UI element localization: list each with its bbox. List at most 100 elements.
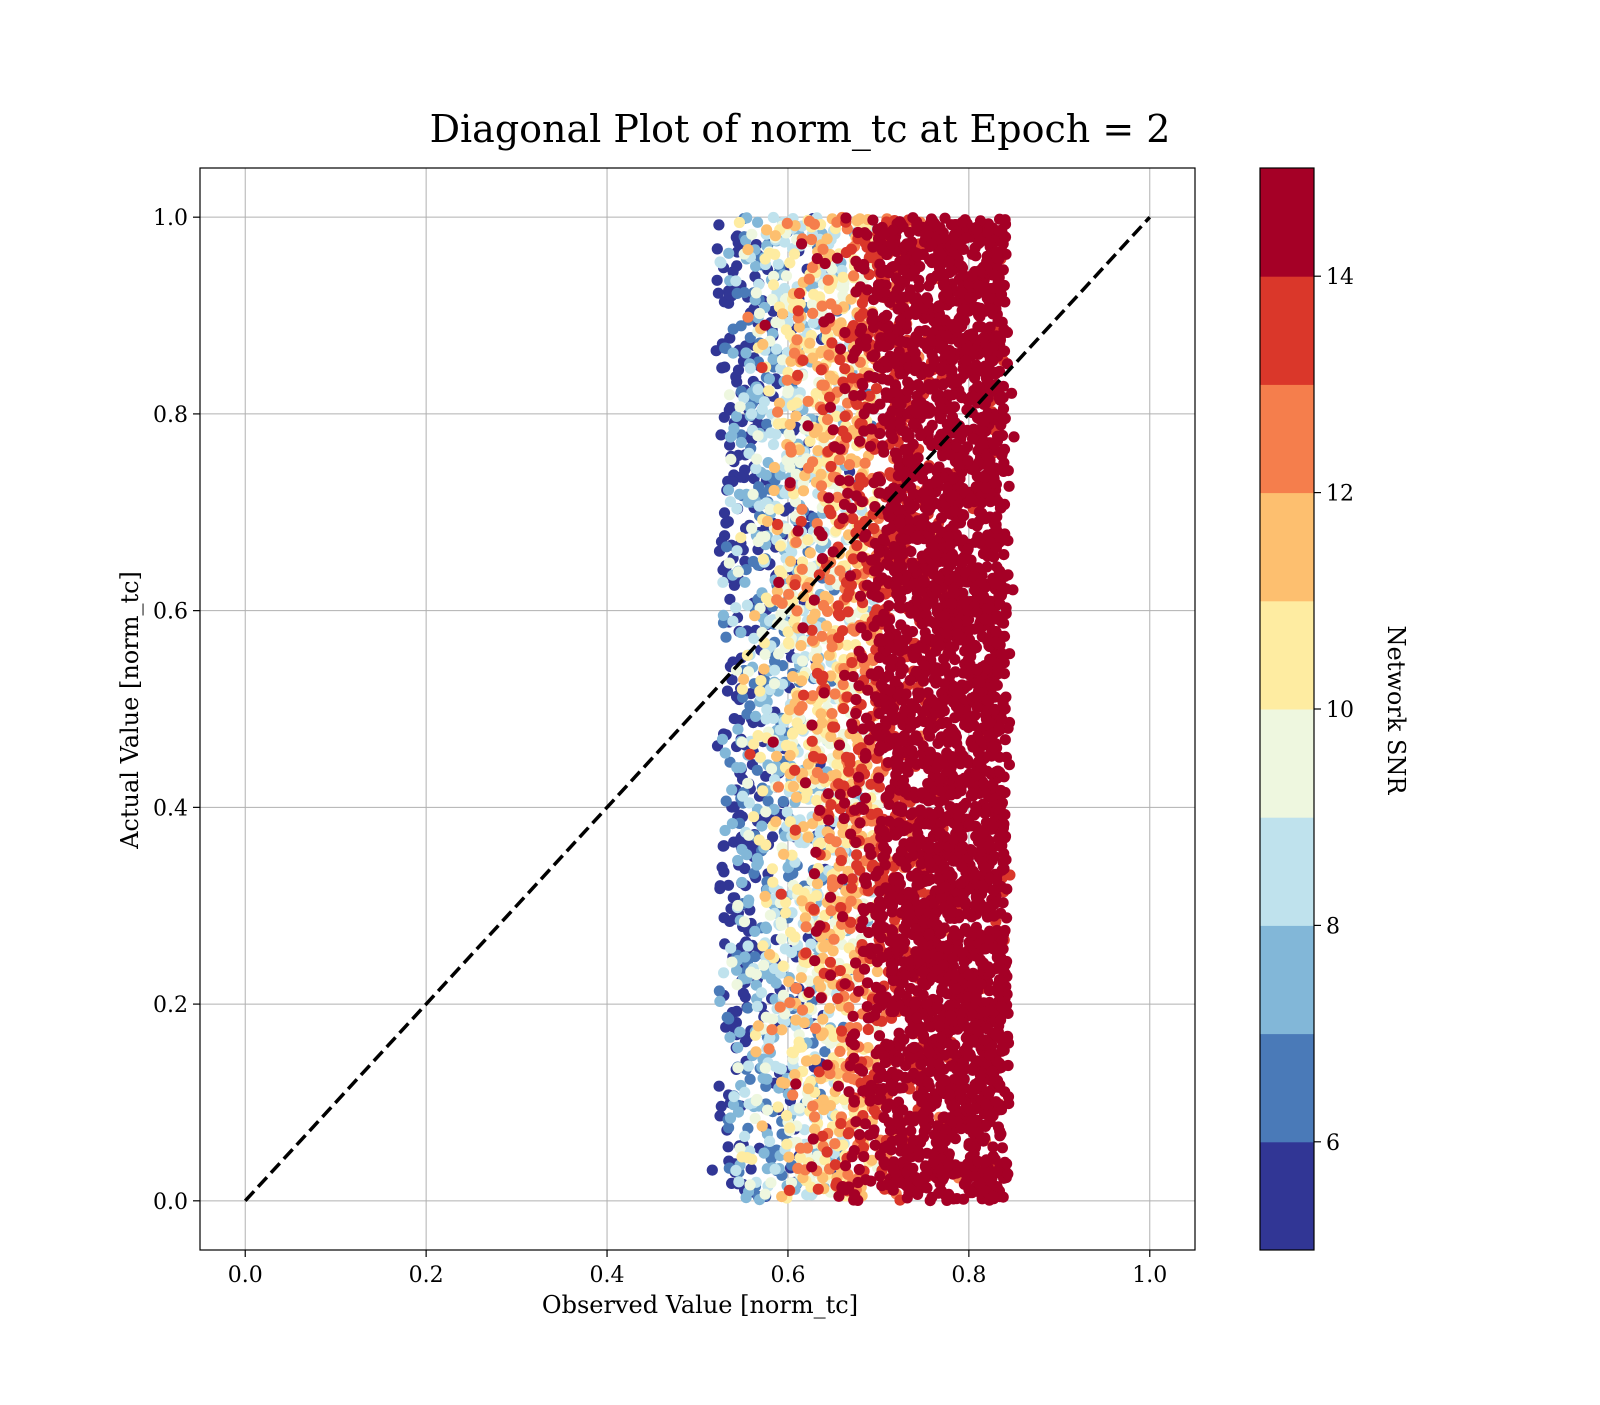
scatter-point (717, 734, 728, 745)
scatter-point (802, 420, 813, 431)
scatter-point (721, 796, 732, 807)
scatter-point (731, 545, 742, 556)
scatter-point (783, 1152, 794, 1163)
scatter-point (808, 751, 819, 762)
scatter-point (724, 916, 735, 927)
scatter-point (746, 1154, 757, 1165)
scatter-point (752, 430, 763, 441)
scatter-point (850, 708, 861, 719)
scatter-point (726, 957, 737, 968)
scatter-point (736, 437, 747, 448)
scatter-point (758, 1148, 769, 1159)
scatter-point (716, 362, 727, 373)
scatter-point (899, 254, 910, 265)
scatter-point (840, 1160, 851, 1171)
scatter-point (771, 594, 782, 605)
scatter-point (737, 684, 748, 695)
scatter-point (765, 1177, 776, 1188)
scatter-point (866, 1080, 877, 1091)
scatter-point (760, 1189, 771, 1200)
scatter-point (723, 1122, 734, 1133)
scatter-point (816, 364, 827, 375)
scatter-point (846, 882, 857, 893)
scatter-point (834, 354, 845, 365)
scatter-point (853, 680, 864, 691)
scatter-point (773, 648, 784, 659)
scatter-point (837, 513, 848, 524)
scatter-point (788, 781, 799, 792)
scatter-point (713, 219, 724, 230)
scatter-point (723, 248, 734, 259)
scatter-point (817, 244, 828, 255)
scatter-point (750, 711, 761, 722)
scatter-point (776, 1024, 787, 1035)
scatter-point (783, 589, 794, 600)
scatter-point (810, 1023, 821, 1034)
scatter-point (833, 778, 844, 789)
scatter-point (853, 986, 864, 997)
scatter-point (720, 825, 731, 836)
scatter-point (878, 447, 889, 458)
scatter-point (782, 218, 793, 229)
scatter-point (896, 802, 907, 813)
scatter-point (846, 718, 857, 729)
scatter-point (768, 439, 779, 450)
scatter-point (730, 275, 741, 286)
scatter-point (718, 841, 729, 852)
scatter-point (854, 213, 865, 224)
scatter-point (730, 602, 741, 613)
scatter-point (732, 979, 743, 990)
scatter-point (756, 531, 767, 542)
scatter-point (748, 489, 759, 500)
scatter-point (816, 480, 827, 491)
scatter-point (822, 1146, 833, 1157)
scatter-point (778, 961, 789, 972)
scatter-point (846, 657, 857, 668)
scatter-point (769, 462, 780, 473)
scatter-point (742, 600, 753, 611)
scatter-point (742, 244, 753, 255)
scatter-point (785, 556, 796, 567)
scatter-point (751, 454, 762, 465)
scatter-point (767, 863, 778, 874)
scatter-point (761, 704, 772, 715)
scatter-point (837, 272, 848, 283)
scatter-point (857, 652, 868, 663)
scatter-point (810, 609, 821, 620)
scatter-point (790, 1014, 801, 1025)
scatter-point (808, 1133, 819, 1144)
scatter-point (818, 316, 829, 327)
scatter-point (773, 504, 784, 515)
scatter-point (829, 688, 840, 699)
scatter-point (865, 849, 876, 860)
scatter-point (732, 724, 743, 735)
scatter-point (756, 362, 767, 373)
scatter-point (819, 687, 830, 698)
scatter-point (757, 1120, 768, 1131)
scatter-point (809, 595, 820, 606)
scatter-point (879, 341, 890, 352)
scatter-point (824, 1003, 835, 1014)
scatter-point (811, 795, 822, 806)
scatter-point (781, 1110, 792, 1121)
scatter-point (850, 837, 861, 848)
scatter-point (785, 477, 796, 488)
scatter-point (770, 816, 781, 827)
scatter-point (773, 1063, 784, 1074)
scatter-point (796, 972, 807, 983)
scatter-point (811, 890, 822, 901)
scatter-point (771, 751, 782, 762)
scatter-point (794, 288, 805, 299)
scatter-point (718, 967, 729, 978)
scatter-point (770, 1164, 781, 1175)
scatter-point (770, 429, 781, 440)
scatter-point (812, 767, 823, 778)
scatter-point (833, 600, 844, 611)
scatter-point (766, 1024, 777, 1035)
scatter-point (798, 690, 809, 701)
scatter-point (773, 418, 784, 429)
scatter-point (850, 286, 861, 297)
scatter-point (874, 886, 885, 897)
